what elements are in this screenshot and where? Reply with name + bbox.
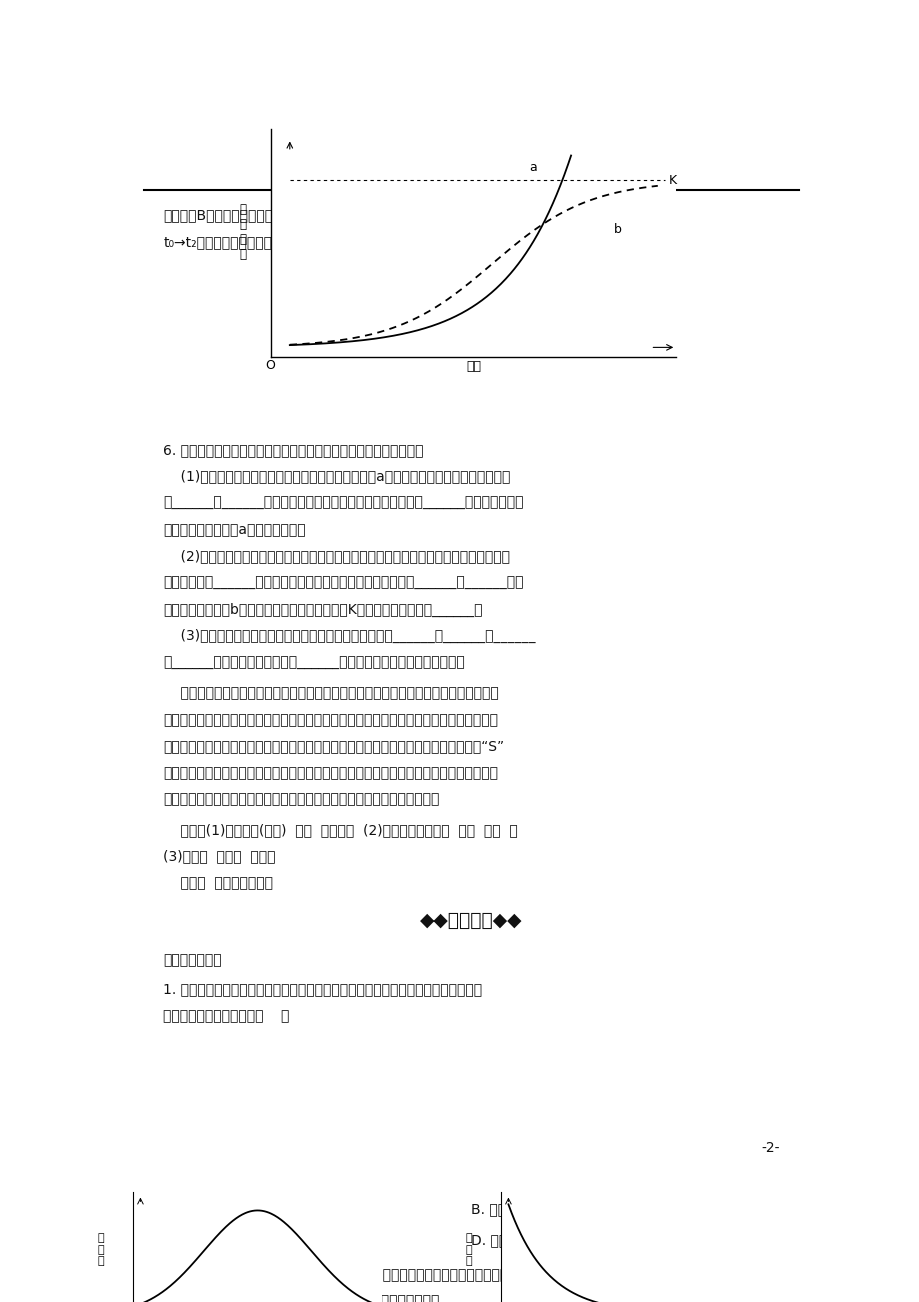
- Text: 6. 如图所示为某种群在不同生态系统中增长曲线模式图，据图回答：: 6. 如图所示为某种群在不同生态系统中增长曲线模式图，据图回答：: [164, 443, 424, 457]
- Text: (1)如果种群生活在一个理想的环境中，种群数量按a曲线增长，但实际上，在自然环境: (1)如果种群生活在一个理想的环境中，种群数量按a曲线增长，但实际上，在自然环境: [164, 470, 510, 483]
- Text: 甲: 甲: [309, 1194, 317, 1208]
- Text: B. 增长型和衰退型: B. 增长型和衰退型: [471, 1203, 548, 1216]
- Text: A. 衰退型和增长型: A. 衰退型和增长型: [177, 1203, 254, 1216]
- Text: 因素称为环境阻力，它包括同种生物个体之间对食物和空间的竞争加剧、疾病蔓延、捕食者: 因素称为环境阻力，它包括同种生物个体之间对食物和空间的竞争加剧、疾病蔓延、捕食者: [164, 712, 498, 727]
- Text: O: O: [265, 359, 275, 372]
- Text: b: b: [613, 223, 621, 236]
- Text: 中______和______都是有限的，种群达到一定数量后势必加剧______，使种群数量增: 中______和______都是有限的，种群达到一定数量后势必加剧______，…: [164, 496, 524, 510]
- Y-axis label: 个
体
数: 个 体 数: [465, 1233, 472, 1267]
- Text: (3)出生率  死亡率  迁入率: (3)出生率 死亡率 迁入率: [164, 849, 276, 863]
- X-axis label: 时间: 时间: [466, 359, 481, 372]
- Y-axis label: 个
体
数: 个 体 数: [97, 1233, 105, 1267]
- Text: 长受到影响，不能按a曲线方式增长。: 长受到影响，不能按a曲线方式增长。: [164, 523, 306, 536]
- Text: 迁出率  出生率和死亡率: 迁出率 出生率和死亡率: [164, 876, 273, 891]
- Text: 因捕食对象的增多而增多等，从而导致死亡率升高、出生率降低，最终趋向平衡。研究“S”: 因捕食对象的增多而增多等，从而导致死亡率升高、出生率降低，最终趋向平衡。研究“S…: [164, 740, 504, 754]
- Text: 一、单项选择题: 一、单项选择题: [164, 953, 221, 967]
- Text: 解析：随着种群数量的增长，环境中制约因素的作用也在增大。环境中制约种群增长的: 解析：随着种群数量的增长，环境中制约因素的作用也在增大。环境中制约种群增长的: [164, 686, 499, 700]
- Text: 乙年龄结构的类型分别为（    ）: 乙年龄结构的类型分别为（ ）: [164, 1009, 289, 1023]
- Text: D. 稳定型和增长型: D. 稳定型和增长型: [471, 1233, 549, 1247]
- Text: (2)在一定环境中，除上述影响因素外，种群数量还受其他环境因素的限制，如无机环境: (2)在一定环境中，除上述影响因素外，种群数量还受其他环境因素的限制，如无机环境: [164, 549, 510, 564]
- Text: 和______。年龄结构是通过影响______而间接对种群动态变化起作用的。: 和______。年龄结构是通过影响______而间接对种群动态变化起作用的。: [164, 656, 465, 669]
- Text: 解析：选A。考查种群的年龄结构。种群甲中，幼年个体数少，而成年和老年个体数相对: 解析：选A。考查种群的年龄结构。种群甲中，幼年个体数少，而成年和老年个体数相对: [164, 1268, 508, 1281]
- Text: 理论依据，因此应该重视理论与实践的结合，这也是以后高考命题的趋势。: 理论依据，因此应该重视理论与实践的结合，这也是以后高考命题的趋势。: [164, 793, 439, 806]
- Text: -2-: -2-: [761, 1141, 779, 1155]
- Text: t₀→t₂，种群增长率由低变高，然后再降低，故种群数量呈“S”型增长。: t₀→t₂，种群增长率由低变高，然后再降低，故种群数量呈“S”型增长。: [164, 234, 446, 249]
- Text: 答案：(1)生活资源(食物)  空间  种内斗争  (2)阳光、温度、水分  捕食  竞争  零: 答案：(1)生活资源(食物) 空间 种内斗争 (2)阳光、温度、水分 捕食 竞争…: [164, 823, 517, 837]
- Text: (3)此外，还有直接影响种群兴衰的两对变量是该种群的______和______、______: (3)此外，还有直接影响种群兴衰的两对变量是该种群的______和______、…: [164, 629, 536, 643]
- Text: ◆◆课时训练◆◆: ◆◆课时训练◆◆: [420, 910, 522, 930]
- Text: C. 稳定型和衰退型: C. 稳定型和衰退型: [177, 1233, 255, 1247]
- Text: 1. 下图中的甲、乙为某生物种群的年龄结构曲线，如不考虑其他因素，种群甲和种群: 1. 下图中的甲、乙为某生物种群的年龄结构曲线，如不考虑其他因素，种群甲和种群: [164, 983, 482, 996]
- Y-axis label: 种
群
数
量: 种 群 数 量: [239, 203, 246, 260]
- Text: 型曲线，可以为野生生物资源的合理利用和保护、害虫的防治、渔业捕涞等方面提供重要的: 型曲线，可以为野生生物资源的合理利用和保护、害虫的防治、渔业捕涞等方面提供重要的: [164, 766, 498, 780]
- Text: 乙: 乙: [594, 1194, 602, 1208]
- Text: 方面主要是受______的影响；在与其他生物之间受限制的因素有______和______等。: 方面主要是受______的影响；在与其他生物之间受限制的因素有______和__…: [164, 575, 524, 590]
- Text: 较多，为衰退型；种群乙中，幼年个体数多，成年个体数很少，为增长型。: 较多，为衰退型；种群乙中，幼年个体数多，成年个体数很少，为增长型。: [164, 1294, 439, 1302]
- Text: K: K: [668, 173, 676, 186]
- Text: 因此，种群数量按b曲线方式增长，种群数量达到K値时种群增长速率为______。: 因此，种群数量按b曲线方式增长，种群数量达到K値时种群增长速率为______。: [164, 603, 482, 617]
- Text: a: a: [528, 160, 536, 173]
- Text: 解析：选B。由题干所示的曲线可知，种群增长率大于0，该种群是增长型；同时曲线从: 解析：选B。由题干所示的曲线可知，种群增长率大于0，该种群是增长型；同时曲线从: [164, 208, 491, 223]
